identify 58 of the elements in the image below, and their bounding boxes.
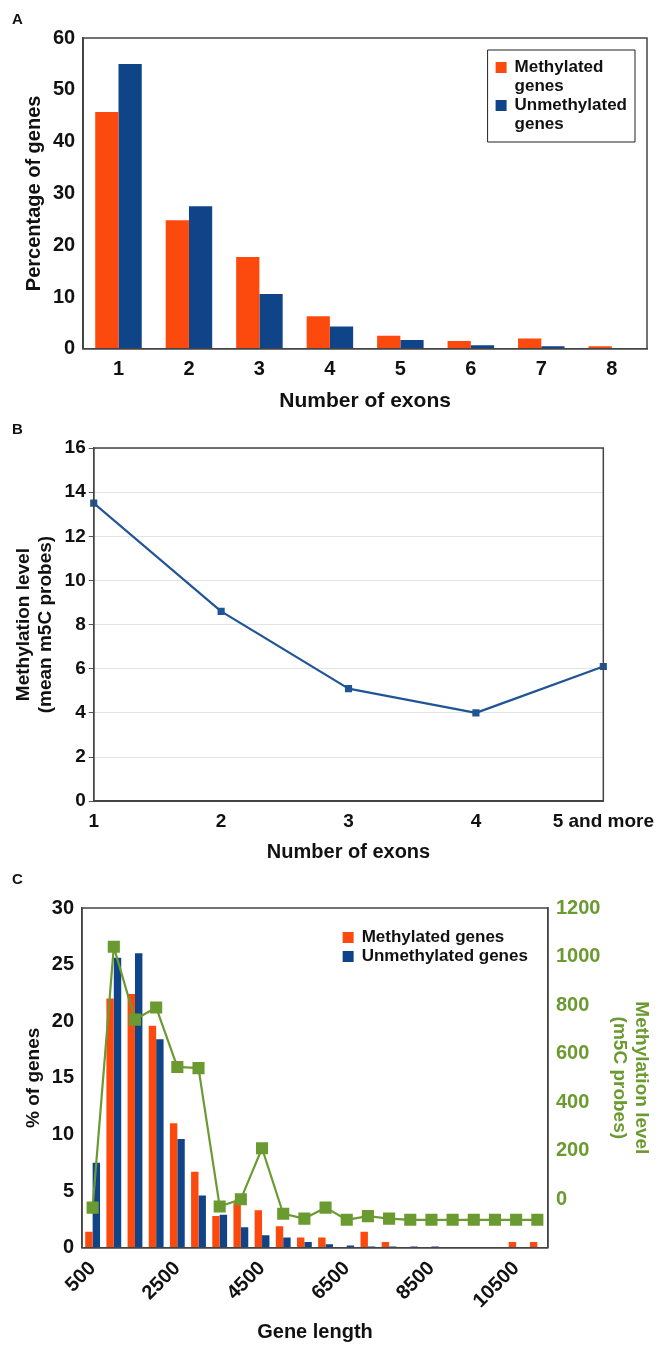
y-tick-label: 50 <box>53 77 76 100</box>
legend-label: Unmethylated genes <box>514 95 628 134</box>
y-tick-label: 4 <box>75 701 87 723</box>
y2-axis-title: Methylation level (m5C probes) <box>609 1001 654 1155</box>
text: C <box>12 869 23 887</box>
x-tick-label: 1 <box>112 357 125 380</box>
x-tick-label: 4 <box>470 809 482 831</box>
legend-label: Methylated genes <box>361 927 505 947</box>
y-axis-title: Methylation level (mean m5C probes) <box>11 535 56 714</box>
x-tick-label: 7 <box>535 357 547 380</box>
y-axis-title: % of genes <box>21 1027 43 1129</box>
y-tick-label: 14 <box>64 480 87 502</box>
y-tick-label: 0 <box>62 1235 75 1258</box>
x-tick-label: 1 <box>88 809 100 831</box>
y-axis-title: Percentage of genes <box>21 95 44 292</box>
x-tick-label: 500 <box>60 1256 100 1296</box>
y-tick-label: 8 <box>75 612 86 634</box>
x-tick-label: 5 <box>394 357 406 380</box>
x-tick-label: 6 <box>465 357 477 380</box>
x-tick-label: 8 <box>606 357 618 380</box>
y-tick-label: 10 <box>64 568 86 590</box>
y-tick-label: 25 <box>51 952 75 975</box>
y2-tick-label: 200 <box>555 1138 590 1161</box>
y-tick-label: 10 <box>53 284 76 307</box>
y-tick-label: 0 <box>75 789 86 811</box>
y-tick-label: 30 <box>53 180 76 203</box>
x-axis-title: Number of exons <box>279 388 451 412</box>
legend-label: Unmethylated genes <box>361 946 528 966</box>
y-tick-label: 30 <box>51 895 75 918</box>
y2-tick-label: 800 <box>555 992 590 1015</box>
y2-tick-label: 400 <box>555 1089 590 1112</box>
y-tick-label: 2 <box>75 745 86 767</box>
y-tick-label: 5 <box>62 1178 75 1201</box>
y2-tick-label: 600 <box>555 1041 590 1064</box>
y-tick-label: 16 <box>64 436 86 458</box>
y-tick-label: 20 <box>51 1008 75 1031</box>
y-tick-label: 15 <box>51 1065 75 1088</box>
x-tick-label: 4 <box>324 357 337 380</box>
y-tick-label: 6 <box>75 656 86 678</box>
y-tick-label: 60 <box>53 25 76 48</box>
x-axis-title: Gene length <box>257 1319 373 1342</box>
text: A <box>12 9 23 27</box>
x-axis-title: Number of exons <box>266 839 431 862</box>
x-tick-label: 3 <box>253 357 265 380</box>
y-tick-label: 12 <box>64 524 86 546</box>
y2-tick-label: 1200 <box>555 895 601 918</box>
x-tick-label: 2 <box>183 357 195 380</box>
y-tick-label: 0 <box>64 336 76 359</box>
y-tick-label: 40 <box>53 129 76 152</box>
x-tick-label: 5 and more <box>552 809 655 831</box>
y2-tick-label: 0 <box>555 1186 568 1209</box>
y2-tick-label: 1000 <box>555 944 601 967</box>
legend-label: Methylated genes <box>514 57 604 96</box>
y-tick-label: 10 <box>51 1121 75 1144</box>
text: B <box>12 419 23 437</box>
y-tick-label: 20 <box>53 232 76 255</box>
x-tick-label: 2 <box>215 809 227 831</box>
x-tick-label: 3 <box>343 809 354 831</box>
